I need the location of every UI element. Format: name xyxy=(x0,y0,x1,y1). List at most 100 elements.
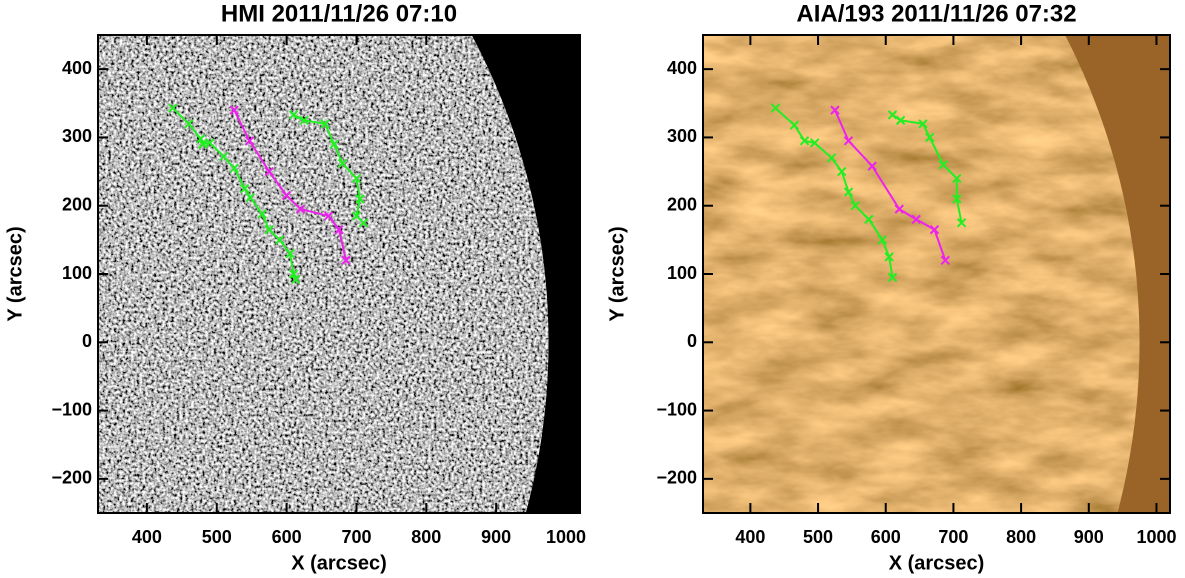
y-tick-label: −100 xyxy=(656,399,697,419)
marker xyxy=(337,158,348,169)
marker xyxy=(887,110,898,120)
marker xyxy=(281,190,292,201)
y-tick-label: 300 xyxy=(667,126,697,146)
marker xyxy=(799,136,810,146)
marker xyxy=(351,173,362,184)
marker xyxy=(867,161,877,171)
marker xyxy=(264,166,274,177)
marker xyxy=(285,248,295,259)
x-axis-label: X (arcsec) xyxy=(291,552,387,574)
marker xyxy=(355,194,365,204)
marker xyxy=(257,209,267,219)
data xyxy=(770,103,967,283)
marker xyxy=(887,272,898,283)
x-tick-label: 400 xyxy=(132,527,162,547)
marker xyxy=(770,103,781,113)
x-tick-label: 400 xyxy=(735,527,765,547)
y-tick-label: −100 xyxy=(51,399,92,419)
marker xyxy=(288,110,299,120)
y-tick-label: 0 xyxy=(687,331,697,351)
marker xyxy=(341,255,351,266)
marker xyxy=(334,224,344,235)
marker xyxy=(229,163,239,173)
x-axis-label: X (arcsec) xyxy=(889,552,985,574)
marker xyxy=(789,120,800,130)
panel: 400 500 600 700 800 900 1000 −200 −100 0 100 200 300… xyxy=(606,0,1176,574)
y-tick-label: −200 xyxy=(51,468,92,488)
marker xyxy=(925,132,935,143)
marker xyxy=(952,194,962,204)
marker xyxy=(351,211,362,221)
x-tick-label: 1000 xyxy=(1136,527,1176,547)
marker xyxy=(895,115,906,126)
marker xyxy=(198,139,208,149)
marker xyxy=(809,138,820,148)
chart-title: HMI 2011/11/26 07:10 xyxy=(221,0,457,27)
x-tick-label: 800 xyxy=(1006,527,1036,547)
image xyxy=(703,35,1170,513)
marker xyxy=(929,224,940,235)
marker xyxy=(244,136,255,146)
marker xyxy=(864,214,874,225)
marker xyxy=(288,269,299,279)
marker xyxy=(938,160,948,170)
x-tick-label: 1000 xyxy=(546,527,586,547)
y-tick-label: 0 xyxy=(82,331,92,351)
marker xyxy=(295,204,306,214)
marker xyxy=(956,218,967,228)
y-tick-label: −200 xyxy=(656,468,697,488)
x-tick-label: 600 xyxy=(272,527,302,547)
marker xyxy=(219,151,229,162)
panel: 400 500 600 700 800 900 1000 −200 −100 0 100 200 300… xyxy=(4,0,586,574)
marker xyxy=(830,105,840,115)
marker xyxy=(911,214,921,225)
chart-title: AIA/193 2011/11/26 07:32 xyxy=(796,0,1076,27)
marker xyxy=(843,136,854,146)
image xyxy=(98,35,580,513)
y-tick-label: 100 xyxy=(667,263,697,283)
marker xyxy=(320,119,330,129)
marker xyxy=(894,204,904,214)
x-tick-label: 500 xyxy=(803,527,833,547)
data xyxy=(168,103,369,285)
marker xyxy=(884,252,894,262)
marker xyxy=(329,139,339,149)
x-tick-label: 900 xyxy=(481,527,511,547)
y-axis-label: Y (arcsec) xyxy=(606,226,628,321)
marker xyxy=(205,138,215,148)
x-tick-label: 900 xyxy=(1074,527,1104,547)
marker xyxy=(837,166,847,177)
marker xyxy=(184,119,194,129)
solar-disk xyxy=(703,35,1140,513)
marker xyxy=(274,235,285,245)
y-tick-label: 400 xyxy=(667,58,697,78)
marker xyxy=(826,153,837,163)
marker xyxy=(323,211,334,221)
marker xyxy=(245,192,255,203)
x-tick-label: 600 xyxy=(871,527,901,547)
marker xyxy=(229,105,239,115)
marker xyxy=(940,255,951,266)
marker xyxy=(918,119,928,129)
marker xyxy=(358,218,369,228)
y-tick-label: 200 xyxy=(62,194,92,214)
marker xyxy=(952,173,962,184)
y-tick-label: 100 xyxy=(62,263,92,283)
x-tick-label: 700 xyxy=(341,527,371,547)
marker xyxy=(877,235,888,245)
y-tick-label: 400 xyxy=(62,58,92,78)
y-tick-label: 300 xyxy=(62,126,92,146)
x-tick-label: 700 xyxy=(938,527,968,547)
y-tick-label: 200 xyxy=(667,194,697,214)
marker xyxy=(168,103,178,113)
marker xyxy=(239,183,250,194)
y-axis-label: Y (arcsec) xyxy=(4,226,26,321)
marker xyxy=(264,224,274,235)
marker xyxy=(290,274,301,285)
marker xyxy=(195,134,206,144)
x-tick-label: 800 xyxy=(411,527,441,547)
series-line xyxy=(891,114,963,223)
marker xyxy=(299,115,309,126)
x-tick-label: 500 xyxy=(202,527,232,547)
